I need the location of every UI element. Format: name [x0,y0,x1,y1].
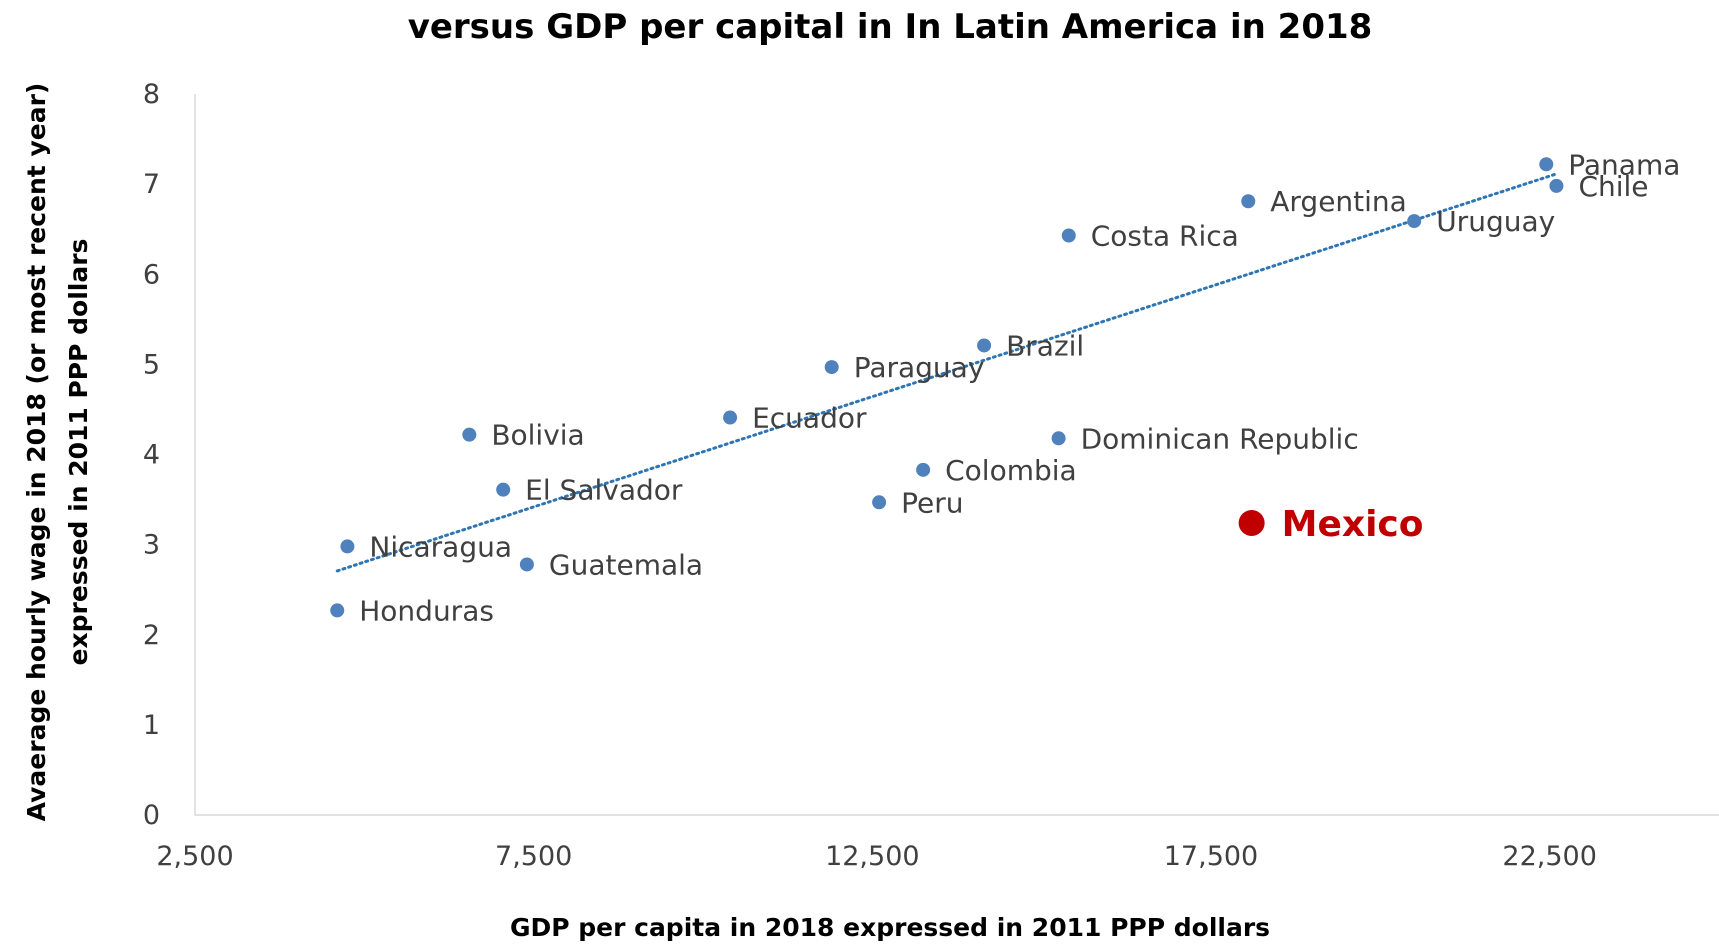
label-panama: Panama [1568,148,1680,181]
y-tick-label: 8 [143,79,160,110]
x-axis-title: GDP per capita in 2018 expressed in 2011… [510,913,1270,942]
chart-title: versus GDP per capital in In Latin Ameri… [408,7,1373,47]
y-tick-label: 6 [143,259,160,290]
trendline [335,172,1558,573]
label-dominican-republic: Dominican Republic [1081,422,1359,455]
axes: 0 1 2 3 4 5 6 7 8 2,500 7,500 12,500 17,500 22,500 [143,79,1719,872]
label-costa-rica: Costa Rica [1091,219,1239,252]
label-chile: Chile [1578,170,1648,203]
y-tick-label: 2 [143,620,160,651]
point-costa-rica [1061,228,1076,243]
point-colombia [916,462,931,477]
label-honduras: Honduras [359,594,494,627]
point-ecuador [723,410,738,425]
x-tick-label: 12,500 [825,841,919,872]
label-peru: Peru [901,486,963,519]
point-brazil [977,338,992,353]
label-uruguay: Uruguay [1436,205,1555,238]
label-el-salvador: El Salvador [525,474,683,507]
point-paraguay [824,360,839,375]
point-panama [1539,157,1554,172]
label-ecuador: Ecuador [752,402,867,435]
label-mexico: Mexico [1282,504,1424,545]
label-nicaragua: Nicaragua [369,530,512,563]
label-bolivia: Bolivia [491,419,584,452]
x-tick-label: 17,500 [1164,841,1258,872]
point-chile [1549,178,1564,193]
data-points [330,157,1564,618]
point-bolivia [462,427,477,442]
y-tick-label: 3 [143,530,160,561]
point-dominican-republic [1051,431,1066,446]
point-guatemala [519,557,534,572]
x-tick-label: 2,500 [156,841,233,872]
label-paraguay: Paraguay [854,351,985,384]
label-brazil: Brazil [1006,329,1084,362]
y-axis-title: Avaerage hourly wage in 2018 (or most re… [22,83,93,822]
label-argentina: Argentina [1270,185,1407,218]
point-honduras [330,603,345,618]
point-el-salvador [496,482,511,497]
x-tick-label: 7,500 [495,841,572,872]
point-nicaragua [340,539,355,554]
y-tick-label: 0 [143,800,160,831]
point-argentina [1241,194,1256,209]
y-axis-title-line-2: expressed in 2011 PPP dollars [64,239,93,666]
point-mexico [1238,509,1265,536]
trendline-layer [335,172,1558,573]
y-tick-label: 7 [143,169,160,200]
y-tick-label: 4 [143,440,160,471]
y-axis-title-line-1: Avaerage hourly wage in 2018 (or most re… [22,83,51,822]
x-tick-label: 22,500 [1502,841,1596,872]
label-guatemala: Guatemala [549,548,703,581]
point-uruguay [1407,214,1422,229]
y-tick-label: 1 [143,710,160,741]
y-tick-label: 5 [143,349,160,380]
label-colombia: Colombia [945,454,1077,487]
point-peru [872,495,887,510]
